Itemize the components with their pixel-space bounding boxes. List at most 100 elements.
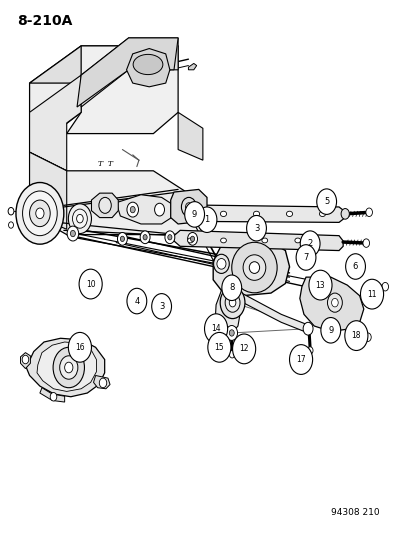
Circle shape	[120, 236, 124, 241]
Circle shape	[140, 231, 150, 244]
Circle shape	[68, 333, 91, 362]
Circle shape	[299, 231, 319, 256]
Circle shape	[220, 287, 244, 319]
Circle shape	[127, 288, 146, 314]
Polygon shape	[91, 193, 118, 217]
Circle shape	[232, 334, 255, 364]
Circle shape	[127, 202, 138, 217]
Circle shape	[308, 270, 331, 300]
Circle shape	[229, 351, 235, 358]
Polygon shape	[126, 49, 169, 87]
Text: 4: 4	[134, 296, 139, 305]
Ellipse shape	[187, 238, 193, 243]
Text: 10: 10	[85, 279, 95, 288]
Circle shape	[364, 333, 370, 342]
Circle shape	[9, 222, 14, 228]
Polygon shape	[29, 46, 81, 152]
Ellipse shape	[216, 259, 225, 269]
Circle shape	[151, 294, 171, 319]
Circle shape	[187, 232, 197, 245]
Text: 94308 210: 94308 210	[330, 508, 378, 518]
Text: 12: 12	[239, 344, 248, 353]
Circle shape	[22, 191, 57, 236]
Text: 9: 9	[328, 326, 332, 335]
Ellipse shape	[242, 255, 265, 280]
Circle shape	[340, 208, 349, 219]
Ellipse shape	[220, 211, 226, 216]
Polygon shape	[215, 287, 240, 337]
Circle shape	[68, 204, 91, 233]
Ellipse shape	[261, 238, 267, 243]
Circle shape	[143, 235, 147, 240]
Text: 11: 11	[366, 289, 376, 298]
Circle shape	[70, 230, 75, 237]
Circle shape	[8, 207, 14, 215]
Circle shape	[295, 245, 315, 270]
Circle shape	[381, 282, 388, 291]
Circle shape	[221, 275, 241, 301]
Circle shape	[99, 378, 107, 387]
Polygon shape	[40, 387, 64, 402]
Circle shape	[167, 235, 171, 240]
Polygon shape	[66, 46, 178, 134]
Circle shape	[320, 318, 340, 343]
Text: 8: 8	[228, 283, 234, 292]
Ellipse shape	[191, 211, 197, 216]
Polygon shape	[299, 277, 363, 332]
Text: 18: 18	[351, 331, 360, 340]
Text: 7: 7	[303, 253, 308, 262]
Text: 14: 14	[211, 324, 221, 333]
Ellipse shape	[253, 211, 259, 216]
Circle shape	[22, 356, 28, 364]
Text: T  T: T T	[98, 160, 113, 168]
Polygon shape	[81, 38, 178, 107]
Polygon shape	[173, 230, 342, 251]
Circle shape	[316, 189, 336, 214]
Circle shape	[204, 314, 227, 344]
Circle shape	[190, 236, 194, 241]
Circle shape	[76, 214, 83, 223]
Polygon shape	[213, 237, 289, 296]
Polygon shape	[170, 189, 206, 224]
Circle shape	[185, 203, 192, 211]
Text: 1: 1	[204, 215, 209, 224]
Polygon shape	[93, 375, 110, 389]
Polygon shape	[221, 287, 307, 333]
Circle shape	[365, 208, 372, 216]
Polygon shape	[178, 112, 202, 160]
Circle shape	[164, 231, 174, 244]
Polygon shape	[26, 338, 104, 397]
Ellipse shape	[249, 262, 259, 273]
Circle shape	[306, 347, 312, 354]
Ellipse shape	[294, 238, 300, 243]
Circle shape	[246, 215, 266, 241]
Text: 3: 3	[253, 224, 259, 233]
Circle shape	[99, 197, 111, 213]
Polygon shape	[29, 152, 202, 235]
Ellipse shape	[286, 211, 292, 216]
Polygon shape	[29, 75, 81, 171]
Circle shape	[72, 209, 87, 228]
Ellipse shape	[213, 254, 229, 273]
Circle shape	[154, 203, 164, 216]
Text: 13: 13	[315, 280, 325, 289]
Polygon shape	[77, 38, 178, 107]
Circle shape	[225, 293, 240, 312]
Circle shape	[67, 226, 78, 241]
Circle shape	[197, 207, 216, 232]
Circle shape	[229, 298, 235, 307]
Text: 17: 17	[296, 355, 305, 364]
Circle shape	[29, 200, 50, 227]
Polygon shape	[29, 152, 66, 229]
Text: 2: 2	[307, 239, 312, 248]
Polygon shape	[173, 205, 344, 222]
Polygon shape	[188, 63, 196, 70]
Circle shape	[229, 330, 234, 336]
Polygon shape	[37, 342, 96, 391]
Polygon shape	[116, 195, 173, 224]
Text: 5: 5	[323, 197, 328, 206]
Text: 3: 3	[159, 302, 164, 311]
Circle shape	[16, 182, 64, 244]
Circle shape	[225, 326, 237, 341]
Circle shape	[207, 333, 230, 362]
